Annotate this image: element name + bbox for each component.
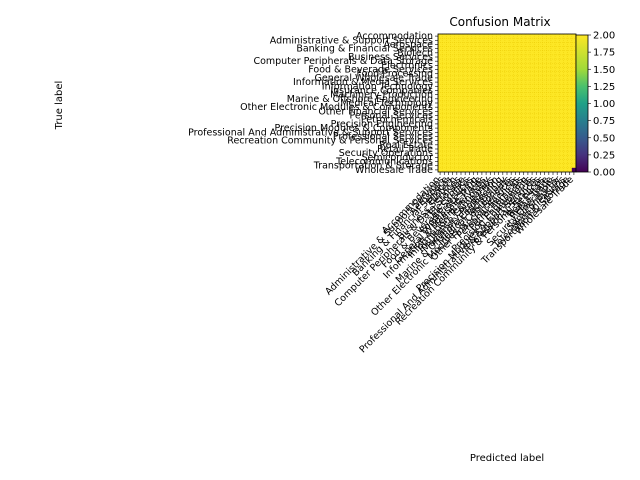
y-tick-label: Precision Modules & Components [275, 123, 434, 134]
y-tick-label: Wholesale Trade [355, 165, 433, 176]
y-tick-label: General Wholesale Trade [315, 73, 434, 84]
colorbar-tick-label: 0.00 [593, 168, 615, 179]
y-tick-label: Computer Peripherals & Data Storage [253, 56, 433, 67]
colorbar-tick-label: 0.75 [593, 116, 615, 127]
y-tick-label: Information Technology [322, 81, 434, 92]
y-tick-label: Business Services [348, 52, 433, 63]
y-tick-label: Information & Media Services [293, 77, 433, 88]
matrix-background [438, 34, 576, 172]
y-tick-label: Professional Services [333, 131, 433, 142]
y-tick-label: Petrochemicals [361, 115, 433, 126]
y-tick-label: Real Estate [379, 140, 433, 151]
matrix-cell-dark [571, 167, 576, 172]
y-tick-label: Aerospace [383, 39, 433, 50]
y-tick-label: Retail Trade [377, 144, 433, 155]
y-tick-label: Security Operations [339, 148, 433, 159]
y-axis-label: True label [54, 81, 65, 131]
y-tick-label: Banking & Financial Services [296, 44, 433, 55]
chart-title: Confusion Matrix [449, 15, 550, 29]
y-tick-label: Other Financial Services [318, 106, 433, 117]
y-tick-label: Machinery Production [330, 90, 433, 101]
x-axis-label: Predicted label [470, 453, 544, 464]
colorbar-tick-label: 1.25 [593, 82, 615, 93]
colorbar-ticks: 0.00 0.25 0.50 0.75 1.00 1.25 1.50 1.75 2.00 [588, 31, 615, 179]
colorbar-tick-label: 0.50 [593, 133, 615, 144]
confusion-matrix [437, 33, 577, 173]
y-tick-label: Administrative & Support Services [270, 35, 433, 46]
y-tick-label: Marine & Offshore Engineering [287, 94, 433, 105]
y-tick-label: Biotech [397, 48, 433, 59]
y-tick-label: Accommodation [356, 31, 433, 42]
y-tick-label: Insurance Companies [330, 85, 433, 96]
colorbar-tick-label: 1.50 [593, 65, 615, 76]
y-tick-label: Personal Services [350, 111, 434, 122]
y-tick-label: Professional And Administrative & Suppor… [188, 127, 433, 138]
y-tick-label: Semiconductor [361, 152, 433, 163]
y-tick-label: Other Electronic Modules & Components [240, 102, 433, 113]
y-tick-label: Transportation & Storage [313, 161, 433, 172]
y-tick-label: Medical Technology [340, 98, 433, 109]
colorbar-tick-label: 0.25 [593, 150, 615, 161]
y-tick-label: Recreation Community & Personal Services [227, 136, 433, 147]
colorbar-tick-label: 1.75 [593, 48, 615, 59]
colorbar-tick-label: 2.00 [593, 31, 615, 42]
y-tick-label: Precision Engineering [331, 119, 433, 130]
colorbar-tick-label: 1.00 [593, 99, 615, 110]
y-tick-label: Telecommunications [335, 157, 433, 168]
colorbar-gradient [576, 35, 588, 172]
colorbar: 0.00 0.25 0.50 0.75 1.00 1.25 1.50 1.75 2.00 [575, 31, 615, 179]
y-tick-label: Food & Beverage Services [308, 65, 433, 76]
y-tick-label: Electronics [381, 60, 433, 71]
y-tick-label: Food Processing [356, 69, 433, 80]
